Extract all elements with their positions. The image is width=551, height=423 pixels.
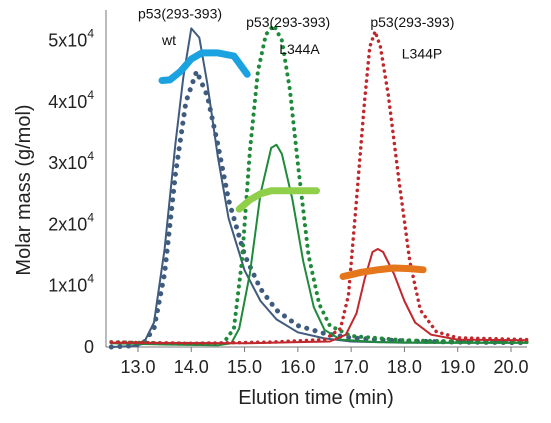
annotation-wt-name: p53(293-393) — [138, 6, 222, 22]
y-tick-label: 5x104 — [48, 27, 94, 51]
annotation-l344a-variant: L344A — [279, 41, 320, 57]
y-tick-label: 3x104 — [48, 149, 94, 173]
annotation-l344a-name: p53(293-393) — [246, 14, 330, 30]
series-l344p-mass-line — [339, 264, 427, 280]
x-tick-label: 17.0 — [334, 357, 369, 377]
x-tick-label: 15.0 — [227, 357, 262, 377]
x-axis-title: Elution time (min) — [238, 387, 394, 409]
x-tick-label: 18.0 — [387, 357, 422, 377]
y-tick-label: 1x104 — [48, 272, 94, 296]
series-l344p-dotted-line — [109, 29, 529, 346]
y-axis: 0 1x104 2x104 3x104 4x104 5x104 — [48, 27, 94, 357]
series-l344a-mass-line — [235, 187, 320, 213]
x-tick-label: 14.0 — [174, 357, 209, 377]
y-tick-label: 4x104 — [48, 88, 94, 112]
x-tick-label: 20.0 — [493, 357, 528, 377]
annotation-layer: p53(293-393) wt p53(293-393) L344A p53(293-3… — [138, 6, 454, 62]
series-l344a-dotted-line — [109, 23, 529, 346]
annotation-wt-variant: wt — [161, 32, 176, 48]
series-wt-dotted-line — [108, 68, 530, 350]
series-l344p-solid-line — [110, 248, 528, 345]
y-tick-label: 0 — [84, 337, 94, 357]
annotation-l344p-name: p53(293-393) — [370, 14, 454, 30]
series-layer — [108, 23, 530, 350]
annotation-l344p-variant: L344P — [402, 45, 442, 61]
series-wt-mass-line — [158, 49, 251, 84]
y-tick-label: 2x104 — [48, 210, 94, 234]
x-tick-label: 19.0 — [440, 357, 475, 377]
x-tick-label: 13.0 — [120, 357, 155, 377]
x-axis: 13.0 14.0 15.0 16.0 17.0 18.0 19.0 20.0 — [120, 347, 529, 377]
plot-frame — [105, 10, 527, 348]
y-axis-title: Molar mass (g/mol) — [13, 104, 35, 275]
x-tick-label: 16.0 — [280, 357, 315, 377]
